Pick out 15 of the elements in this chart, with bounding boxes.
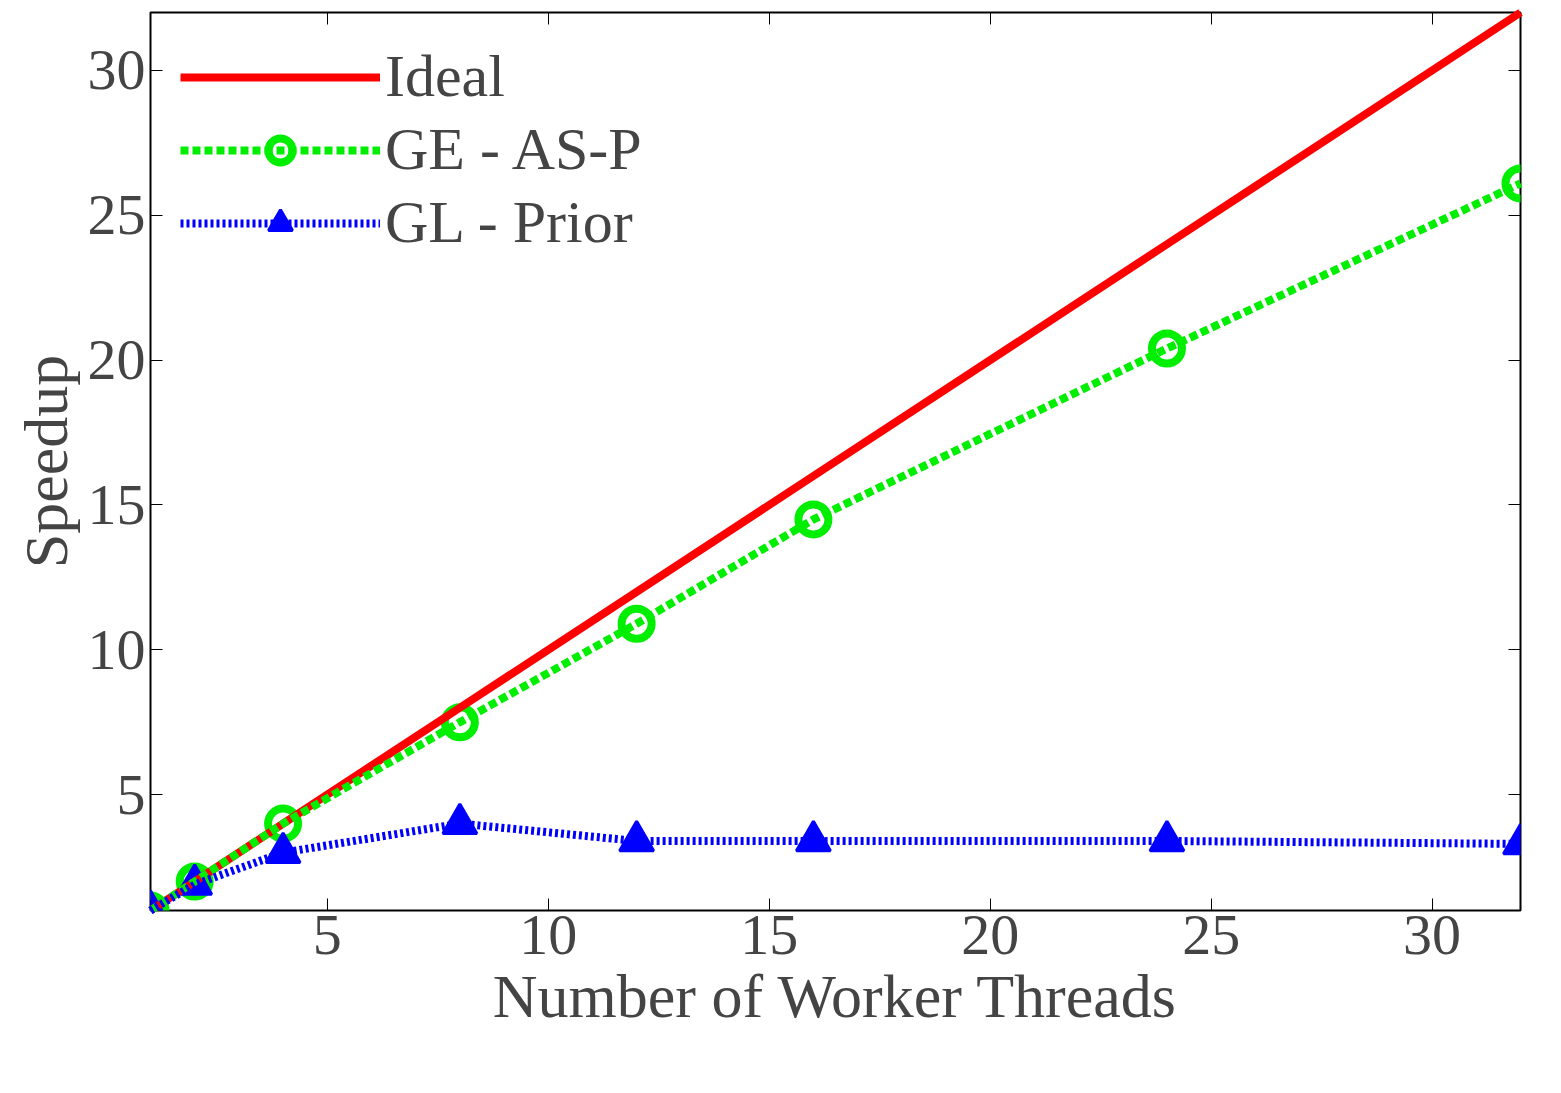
y-tick-label: 10 <box>87 616 146 682</box>
point <box>794 500 833 539</box>
y-tick-label: 30 <box>87 37 146 103</box>
y-tick-label: 5 <box>116 761 146 827</box>
point <box>1147 329 1186 368</box>
y-tick-label: 20 <box>87 327 146 393</box>
x-tick-label: 5 <box>312 901 342 967</box>
x-tick-label: 30 <box>1403 901 1462 967</box>
x-tick-label: 25 <box>1182 901 1241 967</box>
y-tick-label: 15 <box>87 471 146 537</box>
legend-label: GL - Prior <box>385 188 633 257</box>
legend-label: Ideal <box>385 42 505 111</box>
y-tick-label: 25 <box>87 182 146 248</box>
y-axis-title: Speedup <box>11 354 80 569</box>
legend-label: GE - AS-P <box>385 115 642 184</box>
